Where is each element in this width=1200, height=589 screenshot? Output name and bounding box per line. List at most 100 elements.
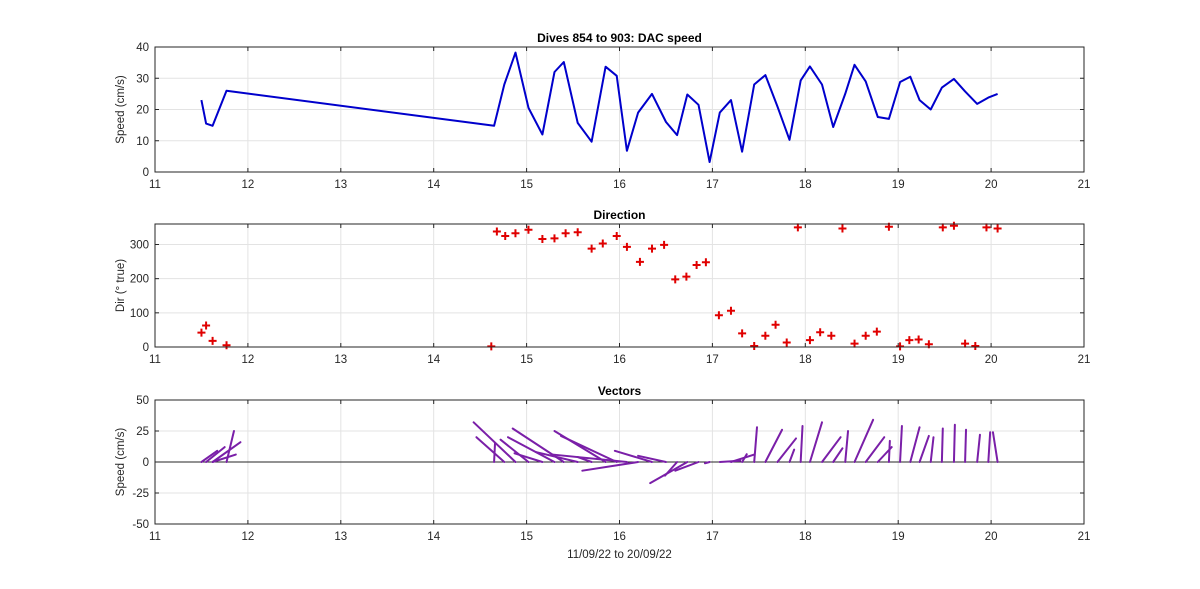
vectors-vector-stick bbox=[991, 431, 999, 463]
direction-point-marker bbox=[550, 234, 559, 243]
direction-point-marker bbox=[573, 228, 582, 237]
direction-point-marker bbox=[714, 311, 723, 320]
direction-point-marker bbox=[671, 275, 680, 284]
direction-xtick-label: 17 bbox=[706, 354, 719, 366]
vectors-xtick-label: 20 bbox=[985, 531, 998, 543]
speed-ytick-label: 10 bbox=[136, 136, 149, 148]
vectors-ylabel: Speed (cm/s) bbox=[115, 428, 127, 497]
vectors-vector-stick bbox=[649, 461, 689, 485]
vectors-vector-stick bbox=[929, 436, 935, 463]
direction-point-marker bbox=[511, 229, 520, 238]
direction-point-marker bbox=[222, 341, 231, 350]
speed-ytick-label: 20 bbox=[136, 105, 149, 117]
vectors-vector-stick bbox=[551, 453, 628, 463]
direction-point-marker bbox=[850, 339, 859, 348]
direction-point-marker bbox=[738, 329, 747, 338]
direction-point-marker bbox=[838, 224, 847, 233]
direction-point-marker bbox=[492, 227, 501, 236]
vectors-vector-stick bbox=[499, 438, 530, 463]
direction-point-marker bbox=[538, 235, 547, 244]
direction-xtick-label: 20 bbox=[985, 354, 998, 366]
vectors-vector-stick bbox=[581, 461, 640, 472]
direction-ytick-label: 0 bbox=[143, 342, 149, 354]
direction-ytick-label: 300 bbox=[130, 240, 149, 252]
speed-xtick-label: 14 bbox=[427, 179, 440, 191]
direction-point-marker bbox=[561, 229, 570, 238]
direction-point-marker bbox=[993, 224, 1002, 233]
vectors-vector-stick bbox=[909, 426, 921, 463]
direction-point-marker bbox=[816, 328, 825, 337]
direction-point-marker bbox=[914, 335, 923, 344]
direction-point-marker bbox=[827, 331, 836, 340]
speed-xtick-label: 20 bbox=[985, 179, 998, 191]
direction-point-marker bbox=[202, 321, 211, 330]
vectors-vector-stick bbox=[729, 453, 756, 463]
direction-point-marker bbox=[971, 341, 980, 350]
direction-point-marker bbox=[598, 239, 607, 248]
direction-point-marker bbox=[612, 231, 621, 240]
vectors-vector-stick bbox=[788, 448, 796, 463]
speed-ytick-label: 0 bbox=[143, 167, 149, 179]
direction-point-marker bbox=[682, 272, 691, 281]
vectors-vector-stick bbox=[940, 427, 944, 463]
vectors-xtick-label: 19 bbox=[892, 531, 905, 543]
speed-xtick-label: 21 bbox=[1078, 179, 1091, 191]
vectors-xtick-label: 21 bbox=[1078, 531, 1091, 543]
speed-xtick-label: 17 bbox=[706, 179, 719, 191]
speed-xtick-label: 16 bbox=[613, 179, 626, 191]
vectors-ytick-label: -25 bbox=[132, 488, 149, 500]
direction-marks bbox=[197, 221, 1002, 351]
direction-point-marker bbox=[197, 328, 206, 337]
direction-ytick-label: 100 bbox=[130, 308, 149, 320]
direction-xtick-label: 11 bbox=[149, 354, 161, 366]
direction-ylabel: Dir (° true) bbox=[115, 259, 127, 312]
speed-title: Dives 854 to 903: DAC speed bbox=[537, 31, 702, 45]
vectors-vector-stick bbox=[899, 425, 903, 463]
vectors-vector-stick bbox=[887, 439, 891, 463]
vectors-xtick-label: 16 bbox=[613, 531, 626, 543]
vectors-vector-stick bbox=[753, 426, 758, 463]
direction-point-marker bbox=[805, 336, 814, 345]
speed-series-line bbox=[200, 51, 998, 163]
speed-marks bbox=[200, 51, 998, 163]
speed-ytick-label: 40 bbox=[136, 42, 149, 54]
speed-xtick-label: 15 bbox=[520, 179, 533, 191]
direction-point-marker bbox=[635, 257, 644, 266]
vectors-panel: 11 12 13 14 15 16 17 18 19 20 21 -50 -25 0 25 50 Vector… bbox=[115, 384, 1090, 561]
direction-point-marker bbox=[750, 341, 759, 350]
direction-point-marker bbox=[961, 339, 970, 348]
direction-ytick-label: 200 bbox=[130, 274, 149, 286]
direction-point-marker bbox=[938, 223, 947, 232]
direction-point-marker bbox=[793, 223, 802, 232]
vectors-vector-stick bbox=[475, 436, 506, 463]
vectors-vector-stick bbox=[776, 437, 798, 463]
vectors-vector-stick bbox=[637, 454, 667, 463]
direction-point-marker bbox=[622, 242, 631, 251]
direction-point-marker bbox=[861, 331, 870, 340]
direction-point-marker bbox=[524, 225, 533, 234]
vectors-vector-stick bbox=[225, 430, 235, 463]
direction-point-marker bbox=[761, 331, 770, 340]
vectors-ytick-label: 0 bbox=[143, 457, 149, 469]
vectors-ticks: 11 12 13 14 15 16 17 18 19 20 21 -50 -25 0 25 50 bbox=[132, 395, 1090, 543]
vectors-title: Vectors bbox=[598, 384, 642, 398]
direction-point-marker bbox=[949, 221, 958, 230]
vectors-vector-stick bbox=[507, 436, 556, 463]
speed-xtick-label: 12 bbox=[242, 179, 255, 191]
direction-point-marker bbox=[896, 342, 905, 351]
direction-point-marker bbox=[487, 342, 496, 351]
vectors-vector-stick bbox=[741, 453, 748, 463]
direction-point-marker bbox=[701, 258, 710, 267]
vectors-vector-stick bbox=[952, 423, 956, 463]
vectors-vector-stick bbox=[987, 431, 992, 463]
vectors-vector-stick bbox=[764, 428, 784, 463]
vectors-xtick-label: 15 bbox=[520, 531, 533, 543]
direction-point-marker bbox=[726, 306, 735, 315]
vectors-vector-stick bbox=[918, 434, 930, 463]
vectors-xtick-label: 13 bbox=[334, 531, 347, 543]
vectors-vector-stick bbox=[674, 461, 700, 472]
speed-ticks: 11 12 13 14 15 16 17 18 19 20 21 0 10 20 30 40 bbox=[136, 42, 1090, 191]
vectors-vector-stick bbox=[853, 418, 875, 463]
vectors-xtick-label: 14 bbox=[427, 531, 440, 543]
